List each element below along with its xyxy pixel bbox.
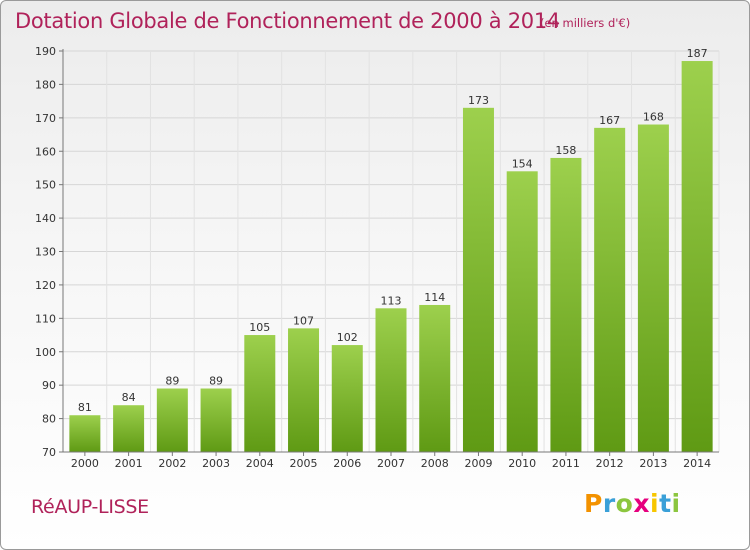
chart-title: Dotation Globale de Fonctionnement de 20…: [15, 9, 560, 33]
bar-2013: [637, 124, 669, 453]
bar-2007: [375, 308, 407, 452]
bar-2009: [462, 107, 494, 452]
y-tick-label: 100: [35, 346, 56, 359]
y-tick-label: 70: [42, 446, 56, 459]
logo-letter: o: [615, 489, 634, 518]
bar-2002: [156, 388, 188, 452]
chart-unit-label: (en milliers d'€): [540, 16, 631, 30]
logo-letter: i: [650, 489, 660, 518]
value-label: 113: [381, 294, 402, 307]
value-label: 107: [293, 314, 314, 327]
x-tick-label: 2002: [158, 457, 186, 470]
value-label: 89: [165, 375, 179, 388]
value-label: 168: [643, 111, 664, 124]
bar-2010: [506, 171, 538, 453]
value-label: 154: [512, 157, 533, 170]
x-tick-label: 2001: [115, 457, 143, 470]
logo-letter: P: [584, 489, 603, 518]
x-tick-label: 2009: [464, 457, 492, 470]
x-tick-label: 2010: [508, 457, 536, 470]
x-tick-label: 2012: [596, 457, 624, 470]
y-tick-label: 80: [42, 413, 56, 426]
value-label: 167: [599, 114, 620, 127]
commune-name: RéAUP-LISSE: [31, 496, 149, 518]
x-tick-label: 2005: [290, 457, 318, 470]
x-tick-label: 2013: [639, 457, 667, 470]
value-label: 102: [337, 331, 358, 344]
data-labels: 81 84 89 89 105 107 102 113 114 173 154 158 167 168 18…: [78, 47, 708, 414]
bar-2008: [419, 304, 451, 452]
proxiti-logo[interactable]: Proxiti: [584, 489, 681, 518]
bar-2003: [200, 388, 232, 452]
value-label: 89: [209, 375, 223, 388]
bar-2005: [288, 328, 320, 452]
y-tick-label: 170: [35, 112, 56, 125]
y-tick-label: 90: [42, 379, 56, 392]
bar-2012: [594, 127, 626, 452]
value-label: 187: [687, 47, 708, 60]
y-tick-label: 180: [35, 78, 56, 91]
bars: [69, 61, 713, 453]
value-label: 173: [468, 94, 489, 107]
x-tick-label: 2008: [421, 457, 449, 470]
value-label: 158: [555, 144, 576, 157]
x-tick-label: 2011: [552, 457, 580, 470]
bar-2001: [113, 405, 145, 452]
bar-2000: [69, 415, 101, 452]
value-label: 84: [122, 391, 136, 404]
bar-2014: [681, 61, 713, 453]
logo-letter: x: [633, 489, 650, 518]
value-label: 105: [249, 321, 270, 334]
y-tick-label: 110: [35, 312, 56, 325]
x-tick-label: 2007: [377, 457, 405, 470]
y-tick-label: 150: [35, 179, 56, 192]
bar-2006: [331, 345, 363, 452]
x-tick-label: 2000: [71, 457, 99, 470]
x-tick-label: 2014: [683, 457, 711, 470]
y-tick-label: 160: [35, 145, 56, 158]
logo-letter: r: [602, 489, 616, 518]
logo-letter: i: [671, 489, 681, 518]
y-tick-label: 130: [35, 246, 56, 259]
y-tick-label: 140: [35, 212, 56, 225]
x-tick-label: 2003: [202, 457, 230, 470]
bar-2004: [244, 335, 276, 452]
value-label: 114: [424, 291, 445, 304]
axes: 70 80 90 100 110 120 130 140 150 160 170 180 190 2000…: [35, 45, 719, 470]
x-tick-label: 2006: [333, 457, 361, 470]
y-tick-label: 190: [35, 45, 56, 58]
y-tick-label: 120: [35, 279, 56, 292]
value-label: 81: [78, 401, 92, 414]
x-tick-label: 2004: [246, 457, 274, 470]
logo-letter: t: [659, 489, 672, 518]
bar-2011: [550, 157, 582, 452]
